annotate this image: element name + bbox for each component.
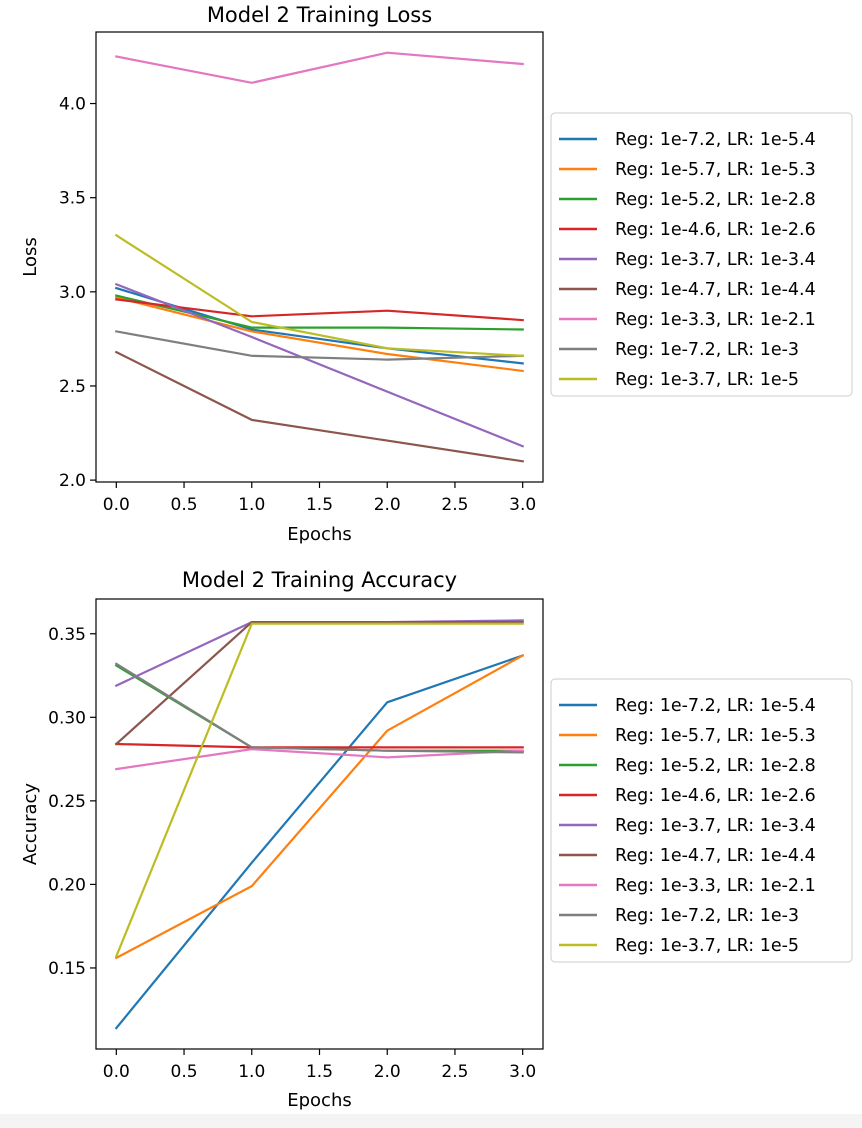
series-line-9 [114,622,524,958]
x-tick-label: 2.5 [441,495,468,515]
series-line-8 [114,662,524,754]
legend-label-3: Reg: 1e-5.2, LR: 1e-2.8 [615,190,816,210]
legend: Reg: 1e-7.2, LR: 1e-5.4 Reg: 1e-5.7, LR: … [550,112,853,397]
plot-frame [95,31,544,483]
legend-label-9: Reg: 1e-3.7, LR: 1e-5 [615,370,799,390]
series-line-5 [114,282,525,448]
y-tick-label: 0.25 [48,792,86,812]
y-tick-label: 3.0 [59,283,86,303]
legend-label-5: Reg: 1e-3.7, LR: 1e-3.4 [615,250,816,270]
y-tick-label: 0.35 [48,625,86,645]
y-tick-label: 0.30 [48,708,86,728]
y-tick-label: 2.0 [59,471,86,491]
legend-label-9: Reg: 1e-3.7, LR: 1e-5 [615,936,799,956]
chart-panel-1: Model 2 Training Loss 0.0 0.5 1.0 1.5 2.0 2.5 3… [20,3,853,545]
series-line-6 [114,350,524,463]
x-tick-label: 0.5 [171,495,198,515]
y-tick-label: 0.15 [48,959,86,979]
legend-label-6: Reg: 1e-4.7, LR: 1e-4.4 [615,846,816,866]
plot-frame [95,598,544,1050]
series-line-4 [115,298,524,322]
series-line-2 [114,296,524,373]
series-line-2 [114,654,525,960]
legend-label-7: Reg: 1e-3.3, LR: 1e-2.1 [615,310,816,330]
y-tick-label: 0.20 [48,875,86,895]
series-line-9 [114,233,524,357]
chart-title: Model 2 Training Accuracy [182,568,457,592]
y-axis-label: Loss [20,237,41,276]
chart-title: Model 2 Training Loss [207,3,432,27]
legend-label-1: Reg: 1e-7.2, LR: 1e-5.4 [615,130,816,150]
y-tick-label: 4.0 [59,95,86,115]
x-tick-label: 1.0 [238,495,265,515]
legend-box [550,112,853,397]
chart-panel-2: Model 2 Training Accuracy 0.0 0.5 1.0 1.5 2.0… [20,568,853,1111]
x-tick-label: 3.0 [509,1062,536,1082]
series-line-8 [115,330,524,361]
y-axis-label: Accuracy [20,783,41,866]
legend-label-3: Reg: 1e-5.2, LR: 1e-2.8 [615,756,816,776]
legend-label-8: Reg: 1e-7.2, LR: 1e-3 [615,906,799,926]
legend-label-7: Reg: 1e-3.3, LR: 1e-2.1 [615,876,816,896]
series-lines [114,619,525,1030]
series-line-1 [114,654,525,1030]
x-axis-label: Epochs [287,1090,352,1111]
legend-label-8: Reg: 1e-7.2, LR: 1e-3 [615,340,799,360]
x-axis-label: Epochs [287,524,352,545]
bottom-scroll-bar [0,1114,862,1128]
series-line-4 [115,742,524,749]
x-tick-label: 3.0 [509,495,536,515]
legend-label-1: Reg: 1e-7.2, LR: 1e-5.4 [615,696,816,716]
series-line-3 [114,663,524,752]
legend-label-2: Reg: 1e-5.7, LR: 1e-5.3 [615,726,816,746]
legend-box [550,678,853,963]
legend: Reg: 1e-7.2, LR: 1e-5.4 Reg: 1e-5.7, LR: … [550,678,853,963]
series-lines [114,51,525,463]
legend-label-2: Reg: 1e-5.7, LR: 1e-5.3 [615,160,816,180]
x-tick-label: 2.0 [374,495,401,515]
series-line-7 [115,747,524,771]
legend-label-4: Reg: 1e-4.6, LR: 1e-2.6 [615,786,816,806]
series-line-6 [114,620,524,746]
x-tick-label: 1.5 [306,495,333,515]
legend-label-4: Reg: 1e-4.6, LR: 1e-2.6 [615,220,816,240]
x-tick-label: 2.5 [441,1062,468,1082]
x-tick-label: 0.5 [171,1062,198,1082]
x-tick-label: 1.0 [238,1062,265,1082]
x-tick-label: 0.0 [103,495,130,515]
x-tick-label: 1.5 [306,1062,333,1082]
legend-label-5: Reg: 1e-3.7, LR: 1e-3.4 [615,816,816,836]
y-tick-label: 3.5 [59,189,86,209]
y-tick-label: 2.5 [59,377,86,397]
x-tick-label: 0.0 [103,1062,130,1082]
legend-label-6: Reg: 1e-4.7, LR: 1e-4.4 [615,280,816,300]
x-tick-label: 2.0 [374,1062,401,1082]
series-line-7 [115,51,524,84]
